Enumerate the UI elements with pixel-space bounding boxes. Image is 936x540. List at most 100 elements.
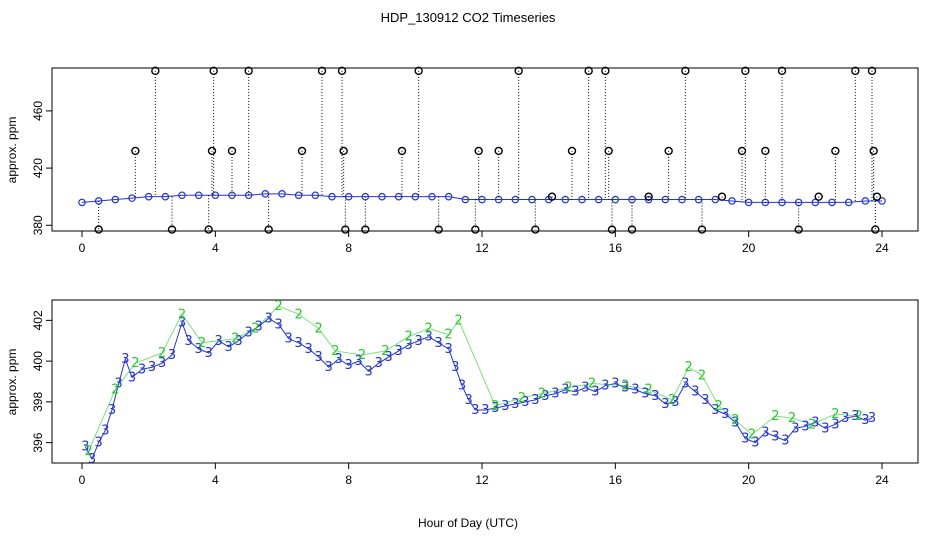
flagged-point bbox=[434, 225, 443, 234]
series-2-marker: 2 bbox=[131, 356, 139, 371]
series-2-marker: 2 bbox=[111, 383, 119, 398]
series-3-marker: 3 bbox=[501, 399, 509, 414]
series-3-marker: 3 bbox=[245, 326, 253, 341]
panel1-x-tick-label: 0 bbox=[79, 241, 86, 255]
series-2-marker: 2 bbox=[158, 346, 166, 361]
series-3-marker: 3 bbox=[691, 385, 699, 400]
series-3-marker: 3 bbox=[491, 401, 499, 416]
measured-point bbox=[861, 197, 870, 205]
panel2-x-tick-label: 24 bbox=[875, 473, 889, 487]
panel2-x-tick-label: 8 bbox=[345, 473, 352, 487]
measured-point bbox=[511, 195, 520, 204]
measured-point bbox=[428, 192, 436, 201]
series-3-marker: 3 bbox=[108, 403, 116, 418]
series-3-marker: 3 bbox=[405, 338, 413, 353]
series-3-marker: 3 bbox=[541, 389, 549, 404]
panel-raw-timeseries: 0 4 8 12 16 20 24 380 420 460 approx. ppm bbox=[5, 66, 919, 255]
measured-point bbox=[778, 198, 786, 207]
panel1-x-tick-label: 8 bbox=[345, 241, 352, 255]
flagged-point bbox=[297, 146, 307, 156]
series-3-marker: 3 bbox=[445, 342, 453, 357]
series-3-marker: 3 bbox=[851, 409, 859, 424]
panel1-x-tick-label: 16 bbox=[609, 241, 623, 255]
series-3-marker: 3 bbox=[701, 393, 709, 408]
flagged-point bbox=[761, 146, 770, 156]
series-3-marker: 3 bbox=[225, 340, 233, 355]
series-3-marker: 3 bbox=[681, 377, 689, 392]
series-3-marker: 3 bbox=[831, 417, 839, 432]
series-3-marker: 3 bbox=[711, 403, 719, 418]
series-3-marker: 3 bbox=[781, 434, 789, 449]
series-3-marker: 3 bbox=[95, 436, 103, 451]
series-3-marker: 3 bbox=[861, 413, 869, 428]
series-2-marker: 2 bbox=[808, 417, 816, 432]
series-3-marker: 3 bbox=[801, 419, 809, 434]
flagged-point bbox=[607, 225, 617, 234]
measured-point bbox=[144, 192, 153, 201]
series-2-marker: 2 bbox=[685, 360, 693, 375]
measured-point bbox=[194, 191, 203, 200]
series-3-marker: 3 bbox=[471, 403, 479, 418]
series-2-marker: 2 bbox=[855, 409, 863, 424]
series-2-marker: 2 bbox=[565, 381, 573, 396]
series-3-marker: 3 bbox=[521, 395, 529, 410]
flagged-point bbox=[867, 66, 877, 76]
series-3-marker: 3 bbox=[168, 348, 176, 363]
measured-point bbox=[594, 195, 603, 204]
series-2-marker: 2 bbox=[668, 393, 676, 408]
flagged-point bbox=[131, 146, 140, 156]
flagged-point bbox=[697, 225, 707, 234]
series-3-marker: 3 bbox=[205, 346, 213, 361]
flagged-point bbox=[244, 66, 253, 76]
panel1-x-tick-label: 12 bbox=[475, 241, 489, 255]
series-3-marker: 3 bbox=[101, 423, 109, 438]
series-3-marker: 3 bbox=[761, 425, 769, 440]
series-3-marker: 3 bbox=[121, 352, 129, 367]
series-3-marker: 3 bbox=[158, 356, 166, 371]
panel2-plot-frame bbox=[51, 299, 919, 464]
series-3-marker: 3 bbox=[178, 315, 186, 330]
flagged-point bbox=[167, 225, 177, 234]
series-3-marker: 3 bbox=[275, 317, 283, 332]
flagged-point bbox=[361, 225, 370, 234]
series-3-marker: 3 bbox=[721, 407, 729, 422]
series-2-marker: 2 bbox=[748, 427, 756, 442]
measured-point bbox=[244, 191, 253, 200]
panel2-tick-layer: 0 4 8 12 16 20 24 396 398 400 402 bbox=[31, 310, 889, 487]
series-3-marker: 3 bbox=[305, 342, 313, 357]
panel2-x-tick-label: 20 bbox=[742, 473, 756, 487]
flagged-point bbox=[317, 66, 327, 76]
series-3-marker: 3 bbox=[581, 381, 589, 396]
series-3-marker: 3 bbox=[451, 360, 459, 375]
series-2-marker: 2 bbox=[405, 330, 413, 345]
series-2-marker: 2 bbox=[425, 322, 433, 337]
measured-point bbox=[78, 198, 86, 207]
series-2-marker: 2 bbox=[315, 322, 323, 337]
series-2-marker: 2 bbox=[455, 313, 463, 328]
series-3-marker: 3 bbox=[841, 411, 849, 426]
series-3-marker: 3 bbox=[661, 397, 669, 412]
flagged-point bbox=[644, 192, 653, 201]
series-3-marker: 3 bbox=[731, 415, 739, 430]
panel1-x-tick-label: 24 bbox=[875, 241, 889, 255]
measured-point bbox=[561, 195, 570, 204]
panel1-plot-frame bbox=[51, 67, 919, 232]
series-3-marker: 3 bbox=[415, 334, 423, 349]
measured-point bbox=[211, 191, 220, 200]
measured-point bbox=[711, 195, 720, 204]
flagged-point bbox=[717, 192, 727, 201]
series-3-marker: 3 bbox=[868, 411, 876, 426]
flagged-point bbox=[339, 146, 348, 156]
flagged-point bbox=[474, 146, 483, 156]
measured-point bbox=[161, 192, 170, 201]
flagged-point bbox=[777, 66, 787, 76]
measured-point bbox=[311, 191, 320, 200]
flagged-point bbox=[547, 192, 557, 201]
series-3-marker: 3 bbox=[128, 370, 136, 385]
flagged-point bbox=[264, 225, 273, 234]
series-3-marker: 3 bbox=[255, 319, 263, 334]
series-3-marker: 3 bbox=[811, 415, 819, 430]
flagged-point bbox=[514, 66, 523, 76]
measured-point bbox=[378, 192, 386, 201]
series-2-marker: 2 bbox=[231, 332, 239, 347]
